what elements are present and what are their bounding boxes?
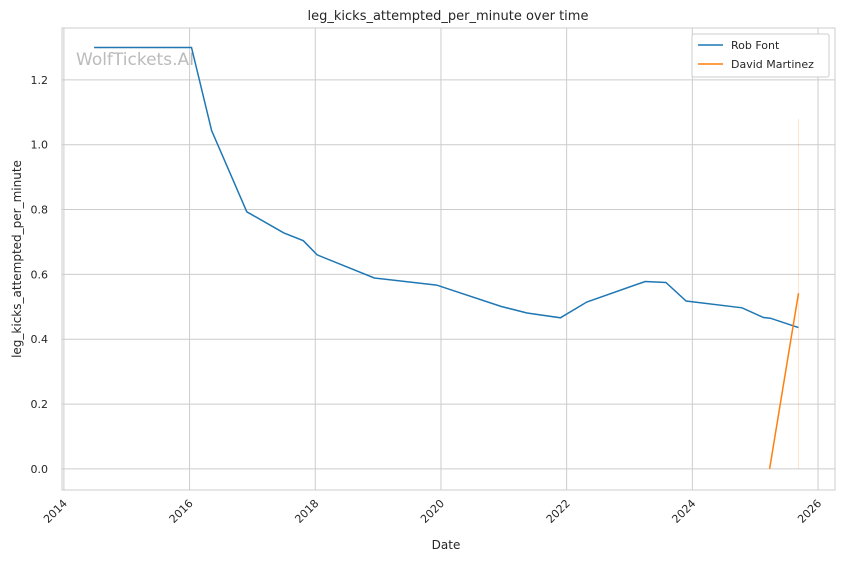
x-tick-label: 2018 (292, 497, 321, 526)
x-tick-label: 2024 (669, 497, 698, 526)
series-line-rob-font (94, 46, 799, 329)
series-layer (94, 46, 800, 470)
y-tick-label: 0.0 (31, 463, 49, 476)
legend: Rob Font David Martinez (691, 33, 830, 78)
x-axis-label: Date (432, 538, 461, 552)
y-ticks: 0.0 0.2 0.4 0.6 0.8 1.0 1.2 (31, 74, 49, 476)
legend-label: Rob Font (731, 39, 780, 52)
legend-box (691, 33, 830, 78)
y-tick-label: 0.6 (31, 268, 49, 281)
y-tick-label: 0.2 (31, 398, 49, 411)
x-tick-label: 2014 (41, 497, 70, 526)
x-ticks: 2014 2016 2018 2020 2022 2024 2026 (41, 497, 824, 526)
legend-label: David Martinez (731, 58, 814, 71)
y-axis-label: leg_kicks_attempted_per_minute (10, 160, 24, 358)
x-tick-label: 2020 (418, 497, 447, 526)
plot-area (61, 27, 836, 491)
y-tick-label: 1.2 (31, 74, 49, 87)
series-line-david-martinez (768, 293, 800, 470)
y-tick-label: 1.0 (31, 139, 49, 152)
x-tick-label: 2016 (167, 497, 196, 526)
y-tick-label: 0.4 (31, 333, 49, 346)
x-tick-label: 2026 (795, 497, 824, 526)
chart-title: leg_kicks_attempted_per_minute over time (308, 9, 589, 24)
y-tick-label: 0.8 (31, 204, 49, 217)
watermark: WolfTickets.AI (76, 50, 194, 70)
x-tick-label: 2022 (544, 497, 573, 526)
grid (62, 28, 835, 490)
